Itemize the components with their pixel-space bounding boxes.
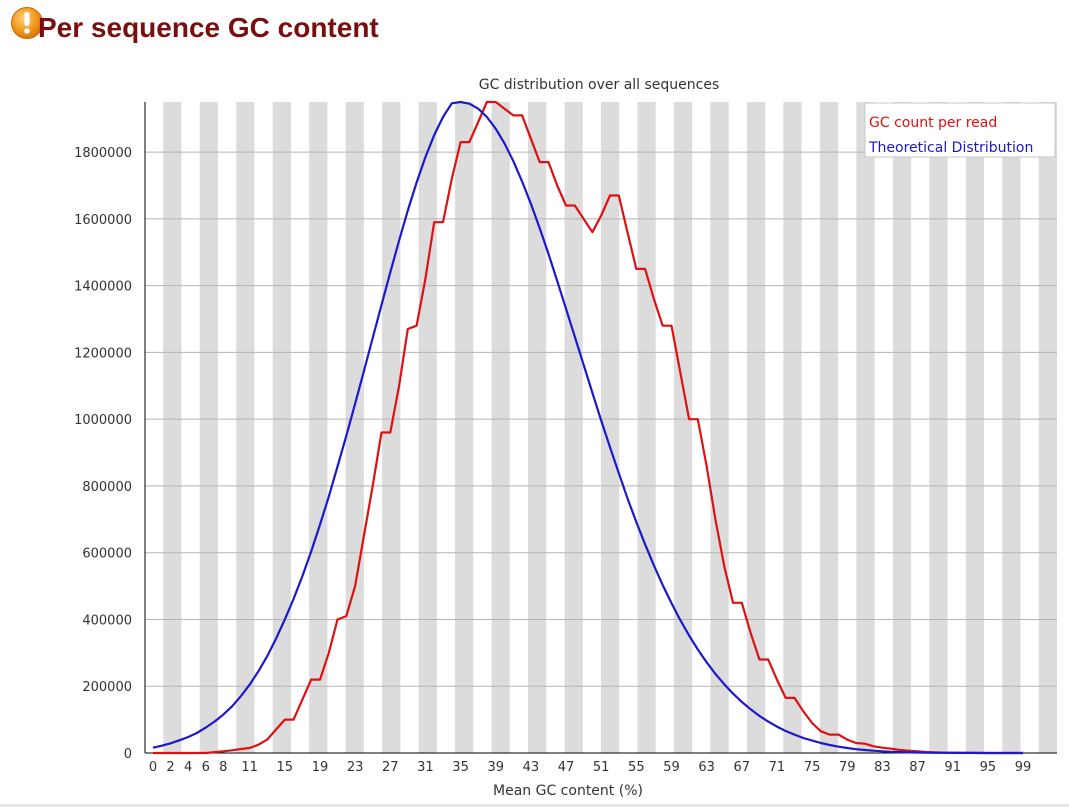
warning-icon — [10, 6, 44, 44]
x-axis-ticks: 0 2 4 6 8 11 15 19 23 27 31 35 39 43 47 51 55 59 63 67 71 75 7… — [149, 760, 1031, 775]
plot-band — [929, 102, 948, 753]
plot-band — [1038, 102, 1057, 753]
plot-band — [819, 102, 839, 753]
plot-band — [236, 102, 255, 753]
x-tick-label: 15 — [277, 760, 294, 775]
x-tick-label: 91 — [944, 760, 961, 775]
x-tick-label: 51 — [593, 760, 610, 775]
x-tick-label: 59 — [663, 760, 680, 775]
x-tick-label: 23 — [347, 760, 364, 775]
plot-band — [491, 102, 510, 753]
x-tick-label: 67 — [734, 760, 751, 775]
y-tick-label: 1800000 — [74, 146, 132, 161]
x-tick-label: 79 — [839, 760, 856, 775]
page-title: Per sequence GC content — [38, 12, 379, 43]
y-tick-label: 0 — [124, 747, 132, 762]
x-tick-label: 39 — [487, 760, 504, 775]
y-tick-label: 200000 — [82, 680, 132, 695]
series-line-theoretical — [152, 100, 1023, 755]
plot-band — [455, 102, 474, 753]
plot-band — [965, 102, 985, 753]
plot-band — [528, 102, 547, 753]
plot-band — [710, 102, 729, 753]
plot-bands — [163, 102, 1057, 753]
plot-band — [637, 102, 656, 753]
y-tick-label: 1600000 — [74, 213, 132, 228]
y-tick-label: 1000000 — [74, 413, 132, 428]
x-tick-label: 19 — [312, 760, 329, 775]
x-tick-label: 4 — [184, 760, 192, 775]
x-tick-label: 31 — [417, 760, 434, 775]
x-tick-label: 71 — [769, 760, 786, 775]
y-tick-label: 1400000 — [74, 280, 132, 295]
y-tick-label: 800000 — [82, 480, 132, 495]
series-line-gc-count — [153, 100, 1023, 755]
plot-band — [783, 102, 802, 753]
plot-band — [272, 102, 291, 753]
y-axis-ticks: 0 200000 400000 600000 800000 1000000 1200000 1… — [74, 146, 132, 762]
legend-box — [864, 102, 1056, 158]
plot-band — [199, 102, 218, 753]
plot-band — [673, 102, 693, 753]
plot-band — [564, 102, 583, 753]
y-tick-label: 1200000 — [74, 346, 132, 361]
series-lines — [152, 100, 1023, 755]
x-tick-label: 27 — [382, 760, 399, 775]
plot-band — [1002, 102, 1021, 753]
x-tick-label: 87 — [909, 760, 926, 775]
plot-band — [163, 102, 182, 753]
x-tick-label: 6 — [202, 760, 210, 775]
x-tick-label: 2 — [166, 760, 174, 775]
legend-item-theoretical: Theoretical Distribution — [868, 140, 1033, 156]
x-axis-label: Mean GC content (%) — [493, 783, 643, 799]
plot-band — [418, 102, 437, 753]
plot-band — [856, 102, 875, 753]
x-tick-label: 95 — [980, 760, 997, 775]
x-tick-label: 83 — [874, 760, 891, 775]
legend-item-gc-count: GC count per read — [869, 115, 997, 131]
plot-band — [309, 102, 328, 753]
x-tick-label: 11 — [241, 760, 258, 775]
x-tick-label: 63 — [698, 760, 715, 775]
x-tick-label: 55 — [628, 760, 645, 775]
x-tick-label: 75 — [804, 760, 821, 775]
plot-band — [746, 102, 766, 753]
plot-band — [601, 102, 620, 753]
y-tick-label: 400000 — [82, 613, 132, 628]
plot-band — [345, 102, 364, 753]
bottom-divider — [0, 804, 1069, 807]
chart-title: GC distribution over all sequences — [479, 77, 720, 93]
gc-distribution-chart: GC distribution over all sequences 0 2000… — [74, 77, 1057, 799]
plot-band — [892, 102, 912, 753]
x-tick-label: 8 — [219, 760, 227, 775]
x-tick-label: 43 — [523, 760, 540, 775]
x-tick-label: 99 — [1015, 760, 1032, 775]
x-tick-label: 35 — [452, 760, 469, 775]
x-tick-label: 47 — [558, 760, 575, 775]
y-tick-label: 600000 — [82, 547, 132, 562]
legend: GC count per read Theoretical Distributi… — [864, 102, 1056, 158]
x-tick-label: 0 — [149, 760, 157, 775]
